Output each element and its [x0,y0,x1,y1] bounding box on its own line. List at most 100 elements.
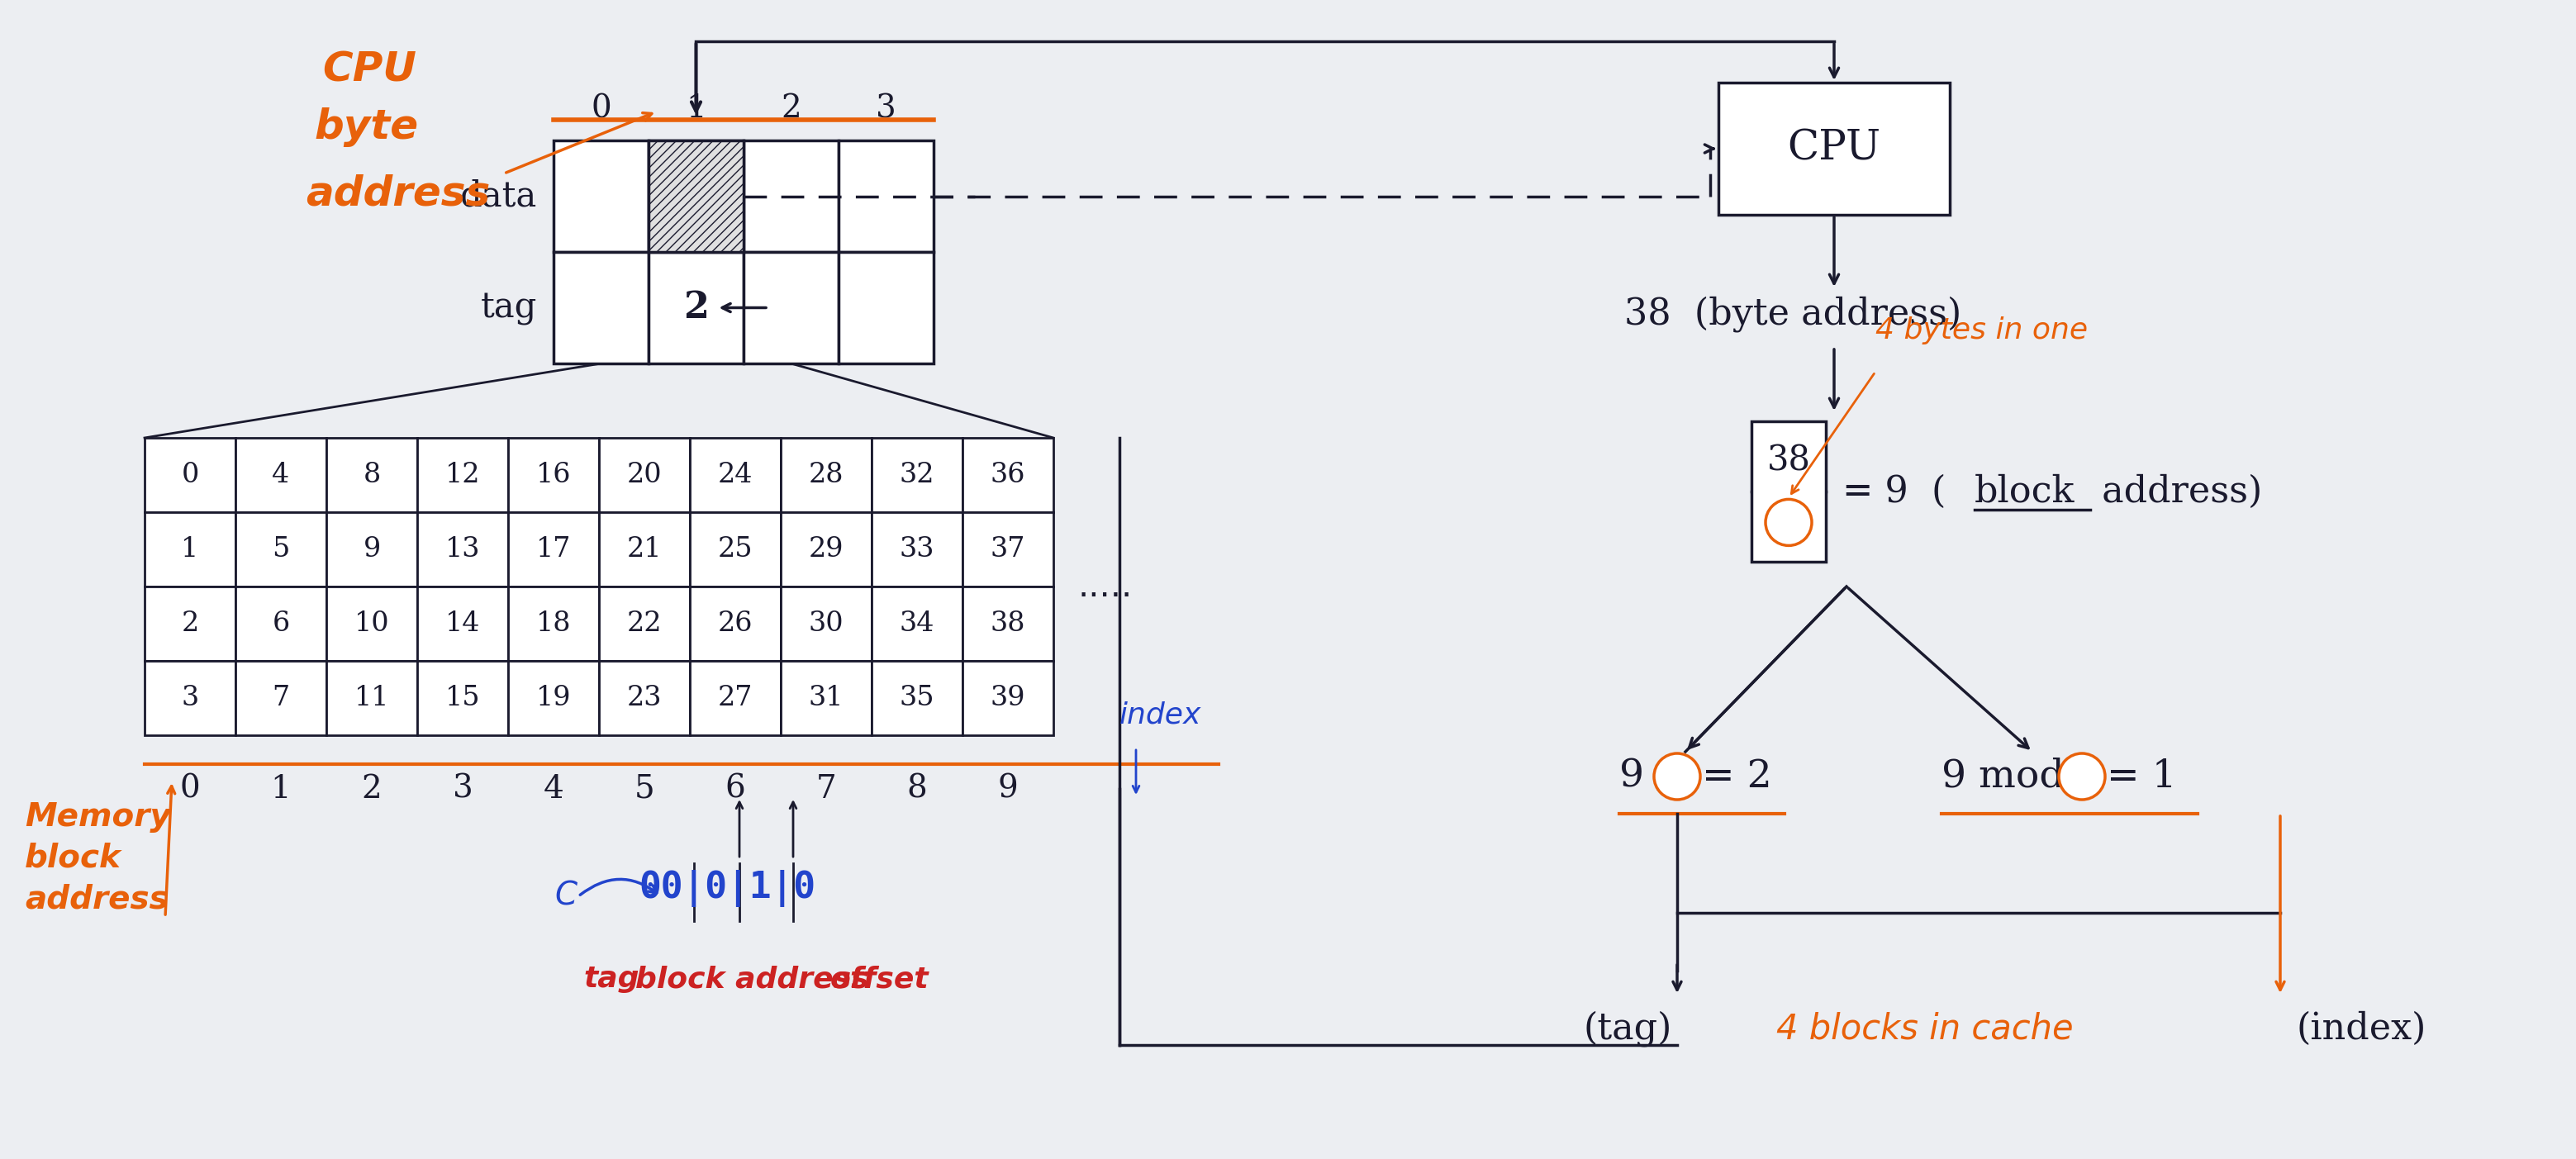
Bar [781,586,871,661]
Text: 7: 7 [273,685,289,712]
Text: 2: 2 [683,290,708,326]
Text: 26: 26 [719,611,752,637]
Text: 31: 31 [809,685,845,712]
Bar [327,661,417,735]
Text: 3: 3 [180,685,198,712]
Text: 4 blocks in cache: 4 blocks in cache [1777,1011,2074,1045]
Text: 25: 25 [719,537,752,562]
Text: (tag): (tag) [1584,1011,1672,1047]
Text: 20: 20 [626,461,662,488]
Bar [327,586,417,661]
Bar [554,140,649,252]
Text: 38  (byte address): 38 (byte address) [1623,296,1960,331]
Bar [507,438,600,512]
Text: 29: 29 [809,537,845,562]
Text: 15: 15 [446,685,479,712]
Text: = 9  (: = 9 ( [1842,474,1945,509]
Text: 6: 6 [724,773,744,804]
Bar [690,661,781,735]
Text: 4: 4 [1667,759,1687,794]
Text: 3: 3 [453,773,474,804]
Text: 33: 33 [899,537,935,562]
Text: C: C [554,881,577,912]
Text: block: block [1976,474,2074,509]
Text: 2: 2 [781,94,801,124]
Bar [690,512,781,586]
Bar [234,438,327,512]
Bar [840,252,933,364]
Text: (index): (index) [2298,1011,2427,1047]
Text: 5: 5 [634,773,654,804]
Text: 21: 21 [626,537,662,562]
Text: 17: 17 [536,537,572,562]
Text: address: address [26,884,167,916]
Bar [417,586,507,661]
Text: 6: 6 [273,611,289,637]
Bar [507,661,600,735]
Text: 24: 24 [719,461,752,488]
Bar [963,661,1054,735]
Bar [649,140,744,252]
Circle shape [1765,500,1811,546]
Text: 2: 2 [180,611,198,637]
Text: address): address) [2089,474,2262,509]
Text: address: address [307,174,489,213]
Text: byte: byte [314,108,417,147]
Text: 0: 0 [180,461,198,488]
Text: 39: 39 [989,685,1025,712]
Text: 4: 4 [1777,505,1801,540]
Text: 4: 4 [544,773,564,804]
Text: 00|0|1|0: 00|0|1|0 [639,869,817,906]
Text: 18: 18 [536,611,572,637]
Bar [1752,422,1826,562]
Bar [649,252,744,364]
Text: 7: 7 [817,773,837,804]
Text: 0: 0 [590,94,611,124]
Text: 1: 1 [270,773,291,804]
Text: 1: 1 [180,537,198,562]
Text: data: data [461,178,536,213]
Text: 13: 13 [446,537,479,562]
Text: 4 bytes in one: 4 bytes in one [1875,316,2087,344]
Text: 27: 27 [719,685,752,712]
Text: 8: 8 [363,461,381,488]
Text: 10: 10 [353,611,389,637]
Text: index: index [1121,700,1200,729]
Text: 9 mod: 9 mod [1942,758,2076,795]
Bar [554,252,649,364]
Bar [234,661,327,735]
Text: 4: 4 [2071,759,2092,794]
Text: 34: 34 [899,611,935,637]
Text: 9: 9 [363,537,381,562]
Text: 37: 37 [989,537,1025,562]
Bar [781,661,871,735]
Text: 8: 8 [907,773,927,804]
Bar [871,661,963,735]
Text: 23: 23 [626,685,662,712]
Bar [507,512,600,586]
Bar [417,661,507,735]
Bar [963,586,1054,661]
Bar [690,438,781,512]
Bar [744,252,840,364]
Text: 9 /: 9 / [1620,758,1669,795]
Text: 30: 30 [809,611,845,637]
Text: 36: 36 [989,461,1025,488]
Text: CPU: CPU [322,50,417,89]
Circle shape [2058,753,2105,800]
Bar [600,661,690,735]
Bar [871,438,963,512]
Text: offset: offset [829,965,930,993]
Text: block: block [26,843,121,874]
Bar [781,438,871,512]
Bar [690,586,781,661]
Text: = 2: = 2 [1703,758,1772,795]
Text: 11: 11 [355,685,389,712]
Text: = 1: = 1 [2107,758,2177,795]
Bar [600,586,690,661]
Text: 3: 3 [876,94,896,124]
Bar [144,438,234,512]
Bar [417,512,507,586]
Bar [963,438,1054,512]
Bar [327,512,417,586]
